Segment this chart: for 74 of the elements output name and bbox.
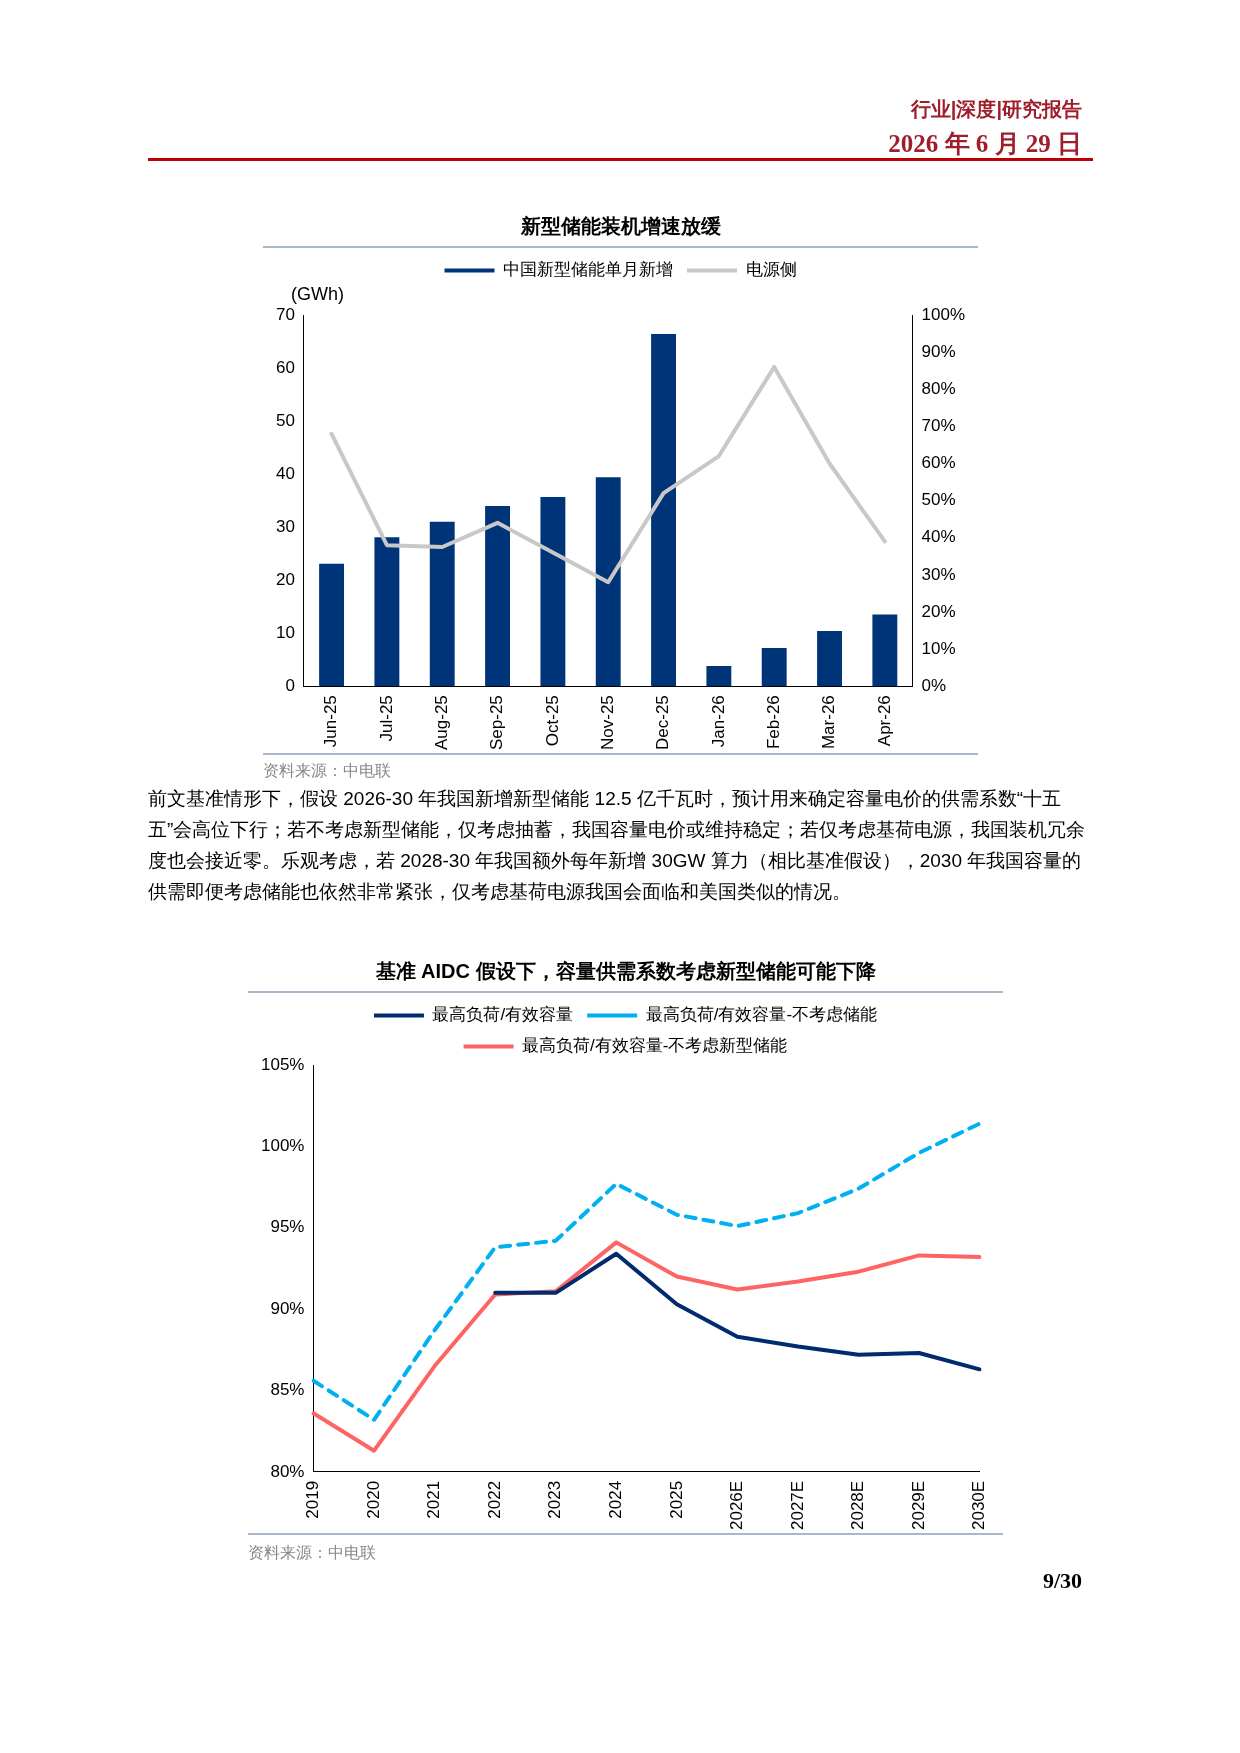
y-tick-label: 70 (275, 304, 295, 324)
y2-tick-label: 50% (921, 490, 956, 510)
bar (595, 477, 621, 687)
legend-label: 最高负荷/有效容量-不考虑储能 (645, 1005, 878, 1025)
x-tick-label: 2021 (424, 1480, 444, 1519)
x-tick-label: 2028E (848, 1480, 868, 1531)
bar (872, 614, 898, 687)
x-tick-label: Mar-26 (819, 695, 839, 750)
x-tick-label: 2027E (787, 1480, 807, 1531)
x-tick-label: Sep-25 (487, 695, 507, 751)
x-tick-label: 2029E (908, 1480, 928, 1531)
text: 2026 年 6 月 29 日 (888, 129, 1082, 159)
line-series (311, 1121, 982, 1422)
x-tick-label: Jun-25 (321, 695, 341, 748)
bar (651, 334, 676, 687)
y-tick-label: 40 (275, 463, 295, 483)
x-tick-label: 2020 (363, 1480, 383, 1519)
y-tick-label: 10 (275, 622, 295, 642)
bar (485, 505, 511, 687)
x-tick-label: 2019 (303, 1480, 323, 1519)
text: 前文基准情形下，假设 2026-30 年我国新增新型储能 12.5 亿千瓦时，预计用来确定容量电价的供需系数“十五五”会高位下行；若不考虑新型储能，仅考虑抽蓄，我国容量电价或维持稳定；若仅考虑基荷电源，我国装机冗余度也会接近零。乐观考虑，若 2028-30 年我国额外每年新增 30GW 算力（相比基准假设），2030 年我国容量的供需即便考虑储能也依然非常紧张，仅考虑基荷电源我国会面临和美国类似的情况。 (148, 787, 1087, 904)
y-tick-label: 60 (275, 357, 295, 377)
legend-label: 电源侧 (745, 260, 797, 280)
y2-tick-label: 40% (921, 527, 956, 547)
y-tick-label: 90% (270, 1298, 305, 1318)
x-tick-label: 2026E (727, 1480, 747, 1531)
legend-label: 最高负荷/有效容量 (432, 1005, 574, 1025)
x-tick-label: 2023 (545, 1480, 565, 1519)
y2-tick-label: 0% (921, 675, 947, 695)
y2-tick-label: 30% (921, 564, 956, 584)
x-tick-label: Apr-26 (874, 695, 894, 747)
y2-tick-label: 60% (921, 453, 956, 473)
y-tick-label: 0 (285, 675, 295, 695)
y2-tick-label: 70% (921, 416, 956, 436)
y2-tick-label: 90% (921, 341, 956, 361)
legend-label: 中国新型储能单月新增 (503, 260, 673, 280)
x-tick-label: 2024 (605, 1480, 625, 1519)
text: 9/30 (1042, 1568, 1082, 1594)
y-tick-label: 85% (270, 1380, 305, 1400)
bar (761, 648, 787, 687)
y-tick-label: 80% (270, 1461, 305, 1481)
y2-tick-label: 80% (921, 378, 956, 398)
x-tick-label: Dec-25 (653, 695, 673, 750)
y2-tick-label: 20% (921, 601, 956, 621)
x-tick-label: Oct-25 (542, 695, 562, 747)
y2-tick-label: 10% (921, 638, 956, 658)
y-tick-label: 50 (275, 410, 295, 430)
x-tick-label: 2025 (666, 1480, 686, 1519)
y-tick-label: 30 (275, 516, 295, 536)
legend-label: 最高负荷/有效容量-不考虑新型储能 (522, 1036, 788, 1056)
bar (540, 496, 566, 687)
bar (374, 537, 400, 687)
x-tick-label: 2030E (969, 1480, 989, 1531)
bar (319, 563, 345, 687)
x-tick-label: 2022 (484, 1480, 504, 1519)
text: 资料来源：中电联 (263, 761, 392, 781)
chart-title: 新型储能装机增速放缓 (263, 213, 978, 248)
x-tick-label: Jul-25 (376, 695, 396, 742)
x-tick-label: Nov-25 (597, 695, 617, 750)
bar (706, 666, 732, 687)
y-tick-label: 20 (275, 569, 295, 589)
x-tick-label: Feb-26 (763, 695, 783, 750)
y-tick-label: 100% (261, 1136, 305, 1156)
y-tick-label: 95% (270, 1217, 305, 1237)
text: 行业|深度|研究报告 (909, 97, 1082, 122)
bar (429, 521, 455, 687)
y2-tick-label: 100% (921, 304, 965, 324)
bar (817, 631, 842, 687)
x-tick-label: Jan-26 (708, 695, 728, 748)
text: 资料来源：中电联 (248, 1543, 377, 1563)
y-tick-label: 105% (261, 1054, 305, 1074)
x-tick-label: Aug-25 (431, 695, 451, 751)
y-axis-title: (GWh) (291, 284, 344, 305)
chart-title: 基准 AIDC 假设下，容量供需系数考虑新型储能可能下降 (248, 958, 1003, 993)
